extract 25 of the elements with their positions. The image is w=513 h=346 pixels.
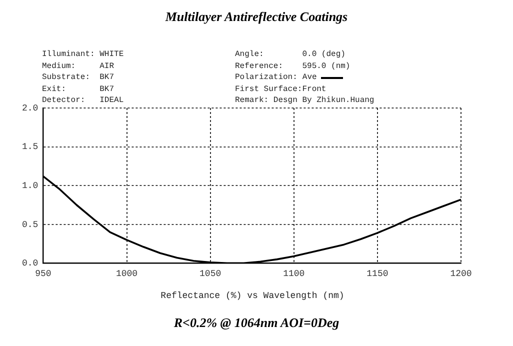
text: Medium: AIR	[42, 62, 114, 70]
y-tick-label: 1.5	[22, 142, 38, 152]
x-tick-label: 950	[35, 268, 52, 279]
y-tick-label: 2.0	[22, 103, 38, 114]
text: Detector: IDEAL	[42, 96, 124, 105]
text: Reference: 595.0 (nm)	[235, 62, 350, 70]
text: Polarization:	[235, 73, 298, 82]
text: Illuminant: WHITE	[42, 50, 124, 59]
y-tick-label: 0.5	[22, 220, 38, 230]
text: Remark: Desgn By Zhikun.Huang	[235, 96, 374, 105]
text: Angle: 0.0 (deg)	[235, 50, 346, 59]
legend-label: Ave	[302, 73, 317, 82]
y-tick-label: 1.0	[22, 180, 38, 191]
x-tick-label: 1050	[200, 268, 222, 279]
text: First Surface:Front	[235, 84, 326, 94]
text: Exit: BK7	[42, 84, 114, 94]
x-axis-title: Reflectance (%) vs Wavelength (nm)	[160, 291, 346, 301]
text: R<0.2% @ 1064nm AOI=0Deg	[172, 315, 340, 331]
text: Substrate: BK7	[42, 73, 114, 82]
x-tick-label: 1000	[116, 268, 138, 279]
y-tick-label: 0.0	[22, 258, 38, 269]
chart-title: Multilayer Antireflective Coatings	[164, 9, 349, 25]
x-tick-label: 1100	[283, 268, 305, 279]
x-tick-label: 1150	[366, 268, 388, 279]
x-tick-label: 1200	[450, 268, 472, 279]
